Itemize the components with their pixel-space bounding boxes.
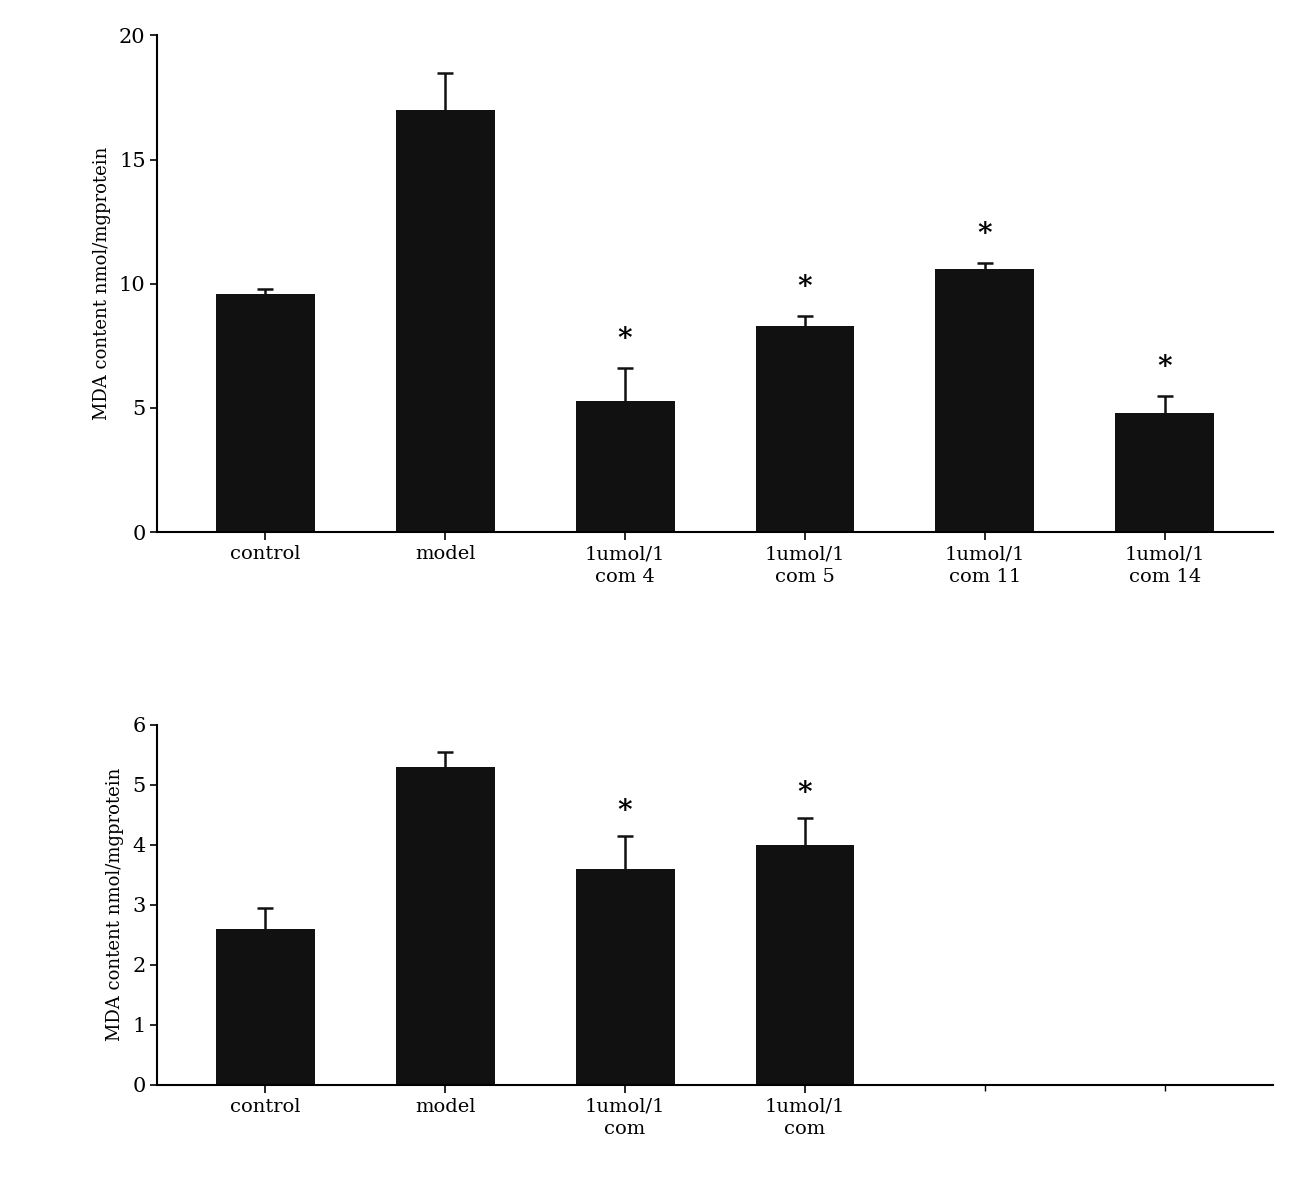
Bar — [1115, 413, 1214, 532]
Bar — [576, 869, 674, 1085]
Bar — [756, 845, 854, 1085]
Text: *: * — [977, 220, 992, 248]
Y-axis label: MDA content nmol/mgprotein: MDA content nmol/mgprotein — [106, 768, 123, 1041]
Bar — [396, 110, 495, 532]
Bar — [396, 766, 495, 1085]
Bar — [216, 294, 315, 532]
Text: *: * — [798, 275, 812, 301]
Text: *: * — [618, 327, 632, 354]
Bar — [216, 929, 315, 1085]
Bar — [576, 401, 674, 532]
Text: *: * — [798, 780, 812, 808]
Text: *: * — [1157, 354, 1172, 381]
Bar — [935, 269, 1034, 532]
Text: *: * — [618, 798, 632, 825]
Bar — [756, 327, 854, 532]
Y-axis label: MDA content nmol/mgprotein: MDA content nmol/mgprotein — [93, 147, 110, 421]
